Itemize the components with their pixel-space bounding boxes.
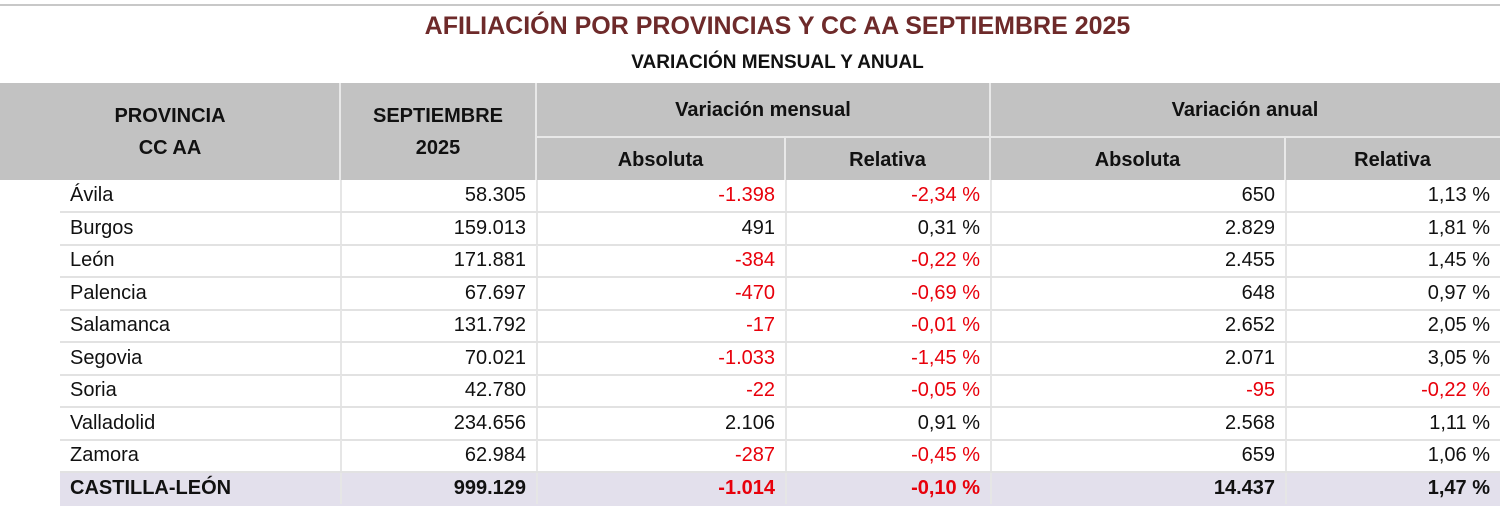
cell-m-rel: -0,69 % [785, 277, 990, 309]
cell-m-rel: 0,91 % [785, 407, 990, 439]
cell-m-rel: -2,34 % [785, 180, 990, 211]
cell-a-rel: 2,05 % [1285, 310, 1500, 341]
header-month-line2: 2025 [415, 136, 461, 159]
cell-name: Zamora [70, 444, 139, 466]
cell-a-abs: 650 [990, 180, 1285, 211]
cell-m-abs: -17 [536, 310, 785, 341]
cell-a-rel: 0,97 % [1285, 277, 1500, 309]
cell-a-rel: 1,81 % [1285, 212, 1500, 244]
cell-a-rel: 1,45 % [1285, 245, 1500, 276]
page-subtitle: VARIACIÓN MENSUAL Y ANUAL [631, 52, 924, 73]
cell-m-abs: 2.106 [536, 407, 785, 439]
table-row: Soria 42.780 -22 -0,05 % -95 -0,22 % [60, 375, 1500, 408]
cell-a-abs: 648 [990, 277, 1285, 309]
divider [535, 83, 537, 180]
cell-a-rel: 1,47 % [1285, 472, 1500, 504]
table-header: PROVINCIA CC AA SEPTIEMBRE 2025 Variació… [0, 83, 1500, 180]
cell-m-rel: -0,22 % [785, 245, 990, 276]
cell-total: 159.013 [340, 212, 536, 244]
cell-name: Segovia [70, 346, 143, 369]
cell-a-rel: 3,05 % [1285, 342, 1500, 374]
header-annual-absolute: Absoluta [1094, 148, 1181, 171]
table-row: Zamora 62.984 -287 -0,45 % 659 1,06 % [60, 440, 1500, 473]
header-provincia-line1: PROVINCIA [114, 104, 226, 127]
header-provincia-line2: CC AA [138, 136, 202, 159]
cell-total: 70.021 [340, 342, 536, 374]
divider [784, 137, 786, 180]
cell-m-rel: -0,01 % [785, 310, 990, 341]
cell-a-abs: 2.455 [990, 245, 1285, 276]
cell-m-abs: 491 [536, 212, 785, 244]
cell-name: CASTILLA-LEÓN [70, 476, 232, 499]
cell-m-rel: -0,10 % [785, 472, 990, 504]
divider [1284, 137, 1286, 180]
header-monthly-absolute: Absoluta [617, 148, 704, 171]
table-row: León 171.881 -384 -0,22 % 2.455 1,45 % [60, 245, 1500, 278]
cell-total: 234.656 [340, 407, 536, 439]
cell-a-abs: -95 [990, 375, 1285, 406]
cell-total: 58.305 [340, 180, 536, 211]
cell-name: Ávila [70, 184, 114, 206]
cell-m-rel: 0,31 % [785, 212, 990, 244]
cell-m-abs: -1.033 [536, 342, 785, 374]
header-provincia: PROVINCIA CC AA [0, 83, 340, 180]
cell-total: 171.881 [340, 245, 536, 276]
cell-m-abs: -470 [536, 277, 785, 309]
cell-a-rel: 1,11 % [1285, 407, 1500, 439]
header-annual-relative: Relativa [1354, 148, 1431, 171]
cell-m-abs: -287 [536, 440, 785, 471]
cell-a-abs: 2.829 [990, 212, 1285, 244]
cell-name: Salamanca [70, 314, 171, 336]
cell-m-abs: -1.398 [536, 180, 785, 211]
header-month-line1: SEPTIEMBRE [372, 104, 504, 127]
cell-m-abs: -1.014 [536, 472, 785, 504]
table-row: Palencia 67.697 -470 -0,69 % 648 0,97 % [60, 277, 1500, 311]
divider [536, 136, 1500, 138]
cell-m-rel: -0,05 % [785, 375, 990, 406]
cell-a-abs: 659 [990, 440, 1285, 471]
cell-total: 42.780 [340, 375, 536, 406]
page-title: AFILIACIÓN POR PROVINCIAS Y CC AA SEPTIE… [424, 12, 1131, 40]
divider [989, 83, 991, 180]
cell-name: Soria [70, 379, 117, 401]
cell-a-rel: -0,22 % [1285, 375, 1500, 406]
header-month: SEPTIEMBRE 2025 [340, 83, 536, 180]
table-row: Ávila 58.305 -1.398 -2,34 % 650 1,13 % [60, 180, 1500, 213]
cell-total: 999.129 [340, 472, 536, 504]
cell-total: 62.984 [340, 440, 536, 471]
table-row: Salamanca 131.792 -17 -0,01 % 2.652 2,05 % [60, 310, 1500, 343]
cell-name: Valladolid [70, 411, 156, 434]
header-monthly-variation: Variación mensual [675, 99, 851, 121]
cell-m-rel: -0,45 % [785, 440, 990, 471]
cell-name: Burgos [70, 216, 134, 239]
header-annual-variation: Variación anual [1171, 99, 1319, 121]
table-row: Segovia 70.021 -1.033 -1,45 % 2.071 3,05 % [60, 342, 1500, 376]
cell-a-rel: 1,13 % [1285, 180, 1500, 211]
cell-a-rel: 1,06 % [1285, 440, 1500, 471]
cell-m-abs: -22 [536, 375, 785, 406]
table-row: Burgos 159.013 491 0,31 % 2.829 1,81 % [60, 212, 1500, 246]
cell-name: León [70, 249, 115, 271]
cell-a-abs: 14.437 [990, 472, 1285, 504]
cell-total: 67.697 [340, 277, 536, 309]
cell-a-abs: 2.568 [990, 407, 1285, 439]
cell-a-abs: 2.071 [990, 342, 1285, 374]
header-monthly-relative: Relativa [849, 148, 926, 171]
top-border [0, 4, 1500, 6]
cell-a-abs: 2.652 [990, 310, 1285, 341]
table-row: Valladolid 234.656 2.106 0,91 % 2.568 1,11 % [60, 407, 1500, 441]
cell-total: 131.792 [340, 310, 536, 341]
cell-m-rel: -1,45 % [785, 342, 990, 374]
cell-name: Palencia [70, 281, 147, 304]
cell-m-abs: -384 [536, 245, 785, 276]
divider [339, 83, 341, 180]
total-row: CASTILLA-LEÓN 999.129 -1.014 -0,10 % 14.437 1… [60, 472, 1500, 506]
